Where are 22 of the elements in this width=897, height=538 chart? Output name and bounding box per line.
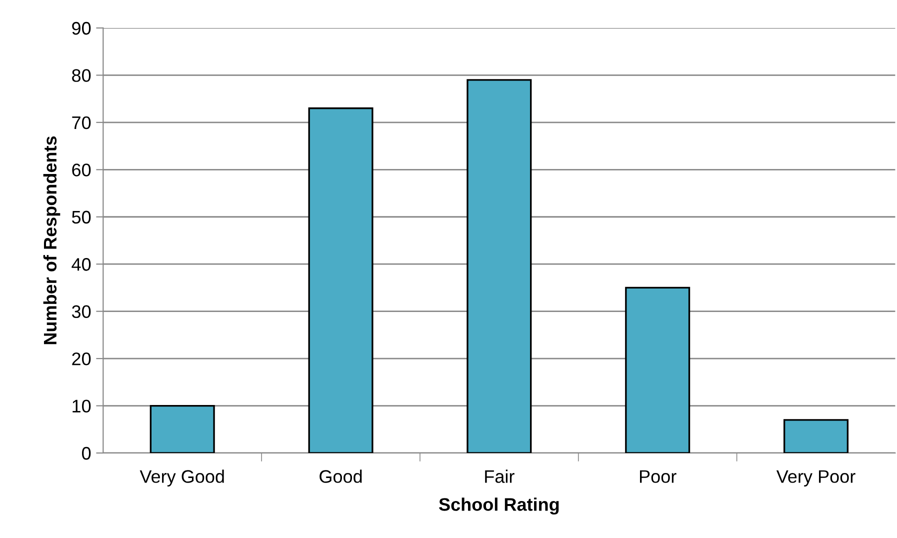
x-tick-label: Poor — [640, 470, 676, 483]
x-tick-label: Good — [320, 470, 362, 483]
x-tick-label: Very Good — [140, 470, 224, 486]
x-axis-title: School Rating — [439, 498, 559, 515]
bar — [466, 79, 532, 453]
y-axis-title: Number of Respondents — [43, 136, 60, 344]
bar — [308, 107, 374, 453]
y-tick-label: 30 — [72, 305, 91, 318]
y-tick-label: 10 — [72, 400, 91, 412]
x-tick-label: Very Poor — [776, 470, 856, 486]
y-tick-label: 90 — [72, 22, 91, 35]
y-tick-label: 50 — [72, 210, 91, 224]
y-tick-label: 20 — [72, 352, 91, 366]
bar — [625, 286, 690, 453]
bar — [150, 404, 215, 453]
x-tick-label: Fair — [485, 470, 514, 483]
y-tick-label: 0 — [82, 446, 91, 460]
y-tick-label: 60 — [72, 164, 91, 176]
y-tick-label: 70 — [72, 116, 91, 130]
bar — [783, 419, 849, 453]
y-tick-label: 80 — [72, 69, 91, 82]
y-tick-label: 40 — [72, 258, 91, 271]
